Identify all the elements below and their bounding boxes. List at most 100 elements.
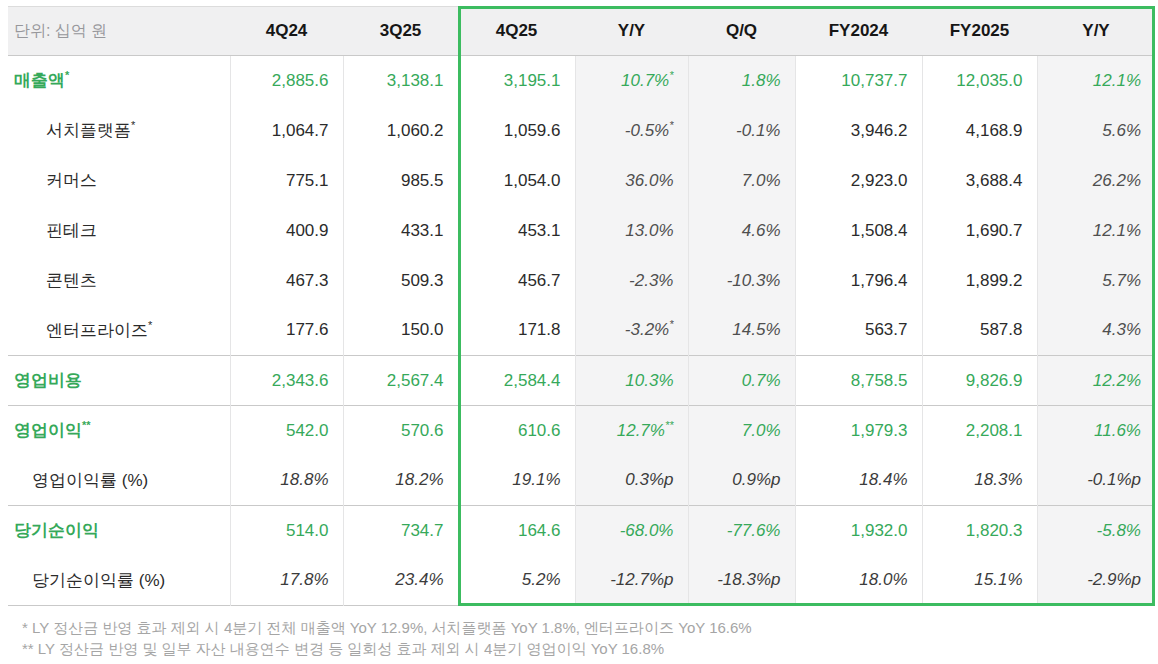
data-cell: 0.7% xyxy=(688,356,795,406)
asterisk-marker: * xyxy=(669,69,673,81)
data-cell: 5.7% xyxy=(1037,256,1155,306)
unit-label: 단위: 십억 원 xyxy=(8,7,230,56)
row-label: 커머스 xyxy=(8,156,230,206)
data-cell: 18.2% xyxy=(343,456,458,506)
row-label: 콘텐츠 xyxy=(8,256,230,306)
data-cell: 0.3%p xyxy=(575,456,688,506)
row-label: 당기순이익률 (%) xyxy=(8,556,230,606)
data-cell: 2,923.0 xyxy=(795,156,922,206)
data-cell: 433.1 xyxy=(343,206,458,256)
row-label: 영업비용 xyxy=(8,356,230,406)
data-cell: 7.0% xyxy=(688,406,795,456)
data-cell: 10.7%* xyxy=(575,56,688,106)
data-cell: 36.0% xyxy=(575,156,688,206)
data-cell: 3,195.1 xyxy=(458,56,575,106)
table-row: 커머스775.1985.51,054.036.0%7.0%2,923.03,68… xyxy=(8,156,1155,206)
footnote-line-1: * LY 정산금 반영 효과 제외 시 4분기 전체 매출액 YoY 12.9%… xyxy=(22,617,1155,638)
data-cell: 1,899.2 xyxy=(922,256,1037,306)
data-cell: 1,820.3 xyxy=(922,506,1037,556)
data-cell: 9,826.9 xyxy=(922,356,1037,406)
data-cell: 3,688.4 xyxy=(922,156,1037,206)
column-header-4: Q/Q xyxy=(688,7,795,56)
data-cell: 15.1% xyxy=(922,556,1037,606)
data-cell: 8,758.5 xyxy=(795,356,922,406)
data-cell: 14.5% xyxy=(688,306,795,356)
data-cell: 4.3% xyxy=(1037,306,1155,356)
asterisk-marker: ** xyxy=(82,420,91,432)
table-row: 당기순이익514.0734.7164.6-68.0%-77.6%1,932.01… xyxy=(8,506,1155,556)
data-cell: 587.8 xyxy=(922,306,1037,356)
column-header-7: Y/Y xyxy=(1037,7,1155,56)
header-row: 단위: 십억 원4Q243Q254Q25Y/YQ/QFY2024FY2025Y/… xyxy=(8,7,1155,56)
data-cell: 1,508.4 xyxy=(795,206,922,256)
table-body: 매출액*2,885.63,138.13,195.110.7%*1.8%10,73… xyxy=(8,56,1155,606)
data-cell: 3,138.1 xyxy=(343,56,458,106)
data-cell: 7.0% xyxy=(688,156,795,206)
data-cell: -0.5%* xyxy=(575,106,688,156)
asterisk-marker: * xyxy=(148,319,152,331)
data-cell: 164.6 xyxy=(458,506,575,556)
data-cell: -2.9%p xyxy=(1037,556,1155,606)
row-label: 당기순이익 xyxy=(8,506,230,556)
column-header-1: 3Q25 xyxy=(343,7,458,56)
data-cell: 171.8 xyxy=(458,306,575,356)
data-cell: -3.2%* xyxy=(575,306,688,356)
data-cell: 734.7 xyxy=(343,506,458,556)
data-cell: 400.9 xyxy=(230,206,343,256)
data-cell: 2,343.6 xyxy=(230,356,343,406)
data-cell: 19.1% xyxy=(458,456,575,506)
column-header-5: FY2024 xyxy=(795,7,922,56)
data-cell: 12.1% xyxy=(1037,206,1155,256)
data-cell: -2.3% xyxy=(575,256,688,306)
row-label: 영업이익률 (%) xyxy=(8,456,230,506)
column-header-3: Y/Y xyxy=(575,7,688,56)
data-cell: 3,946.2 xyxy=(795,106,922,156)
data-cell: 2,885.6 xyxy=(230,56,343,106)
data-cell: 13.0% xyxy=(575,206,688,256)
data-cell: 18.0% xyxy=(795,556,922,606)
data-cell: 18.3% xyxy=(922,456,1037,506)
data-cell: -12.7%p xyxy=(575,556,688,606)
data-cell: 10.3% xyxy=(575,356,688,406)
table-row: 핀테크400.9433.1453.113.0%4.6%1,508.41,690.… xyxy=(8,206,1155,256)
data-cell: 10,737.7 xyxy=(795,56,922,106)
data-cell: 1,979.3 xyxy=(795,406,922,456)
table-row: 영업비용2,343.62,567.42,584.410.3%0.7%8,758.… xyxy=(8,356,1155,406)
data-cell: -5.8% xyxy=(1037,506,1155,556)
data-cell: 2,208.1 xyxy=(922,406,1037,456)
data-cell: 177.6 xyxy=(230,306,343,356)
data-cell: 150.0 xyxy=(343,306,458,356)
data-cell: 1,060.2 xyxy=(343,106,458,156)
data-cell: 509.3 xyxy=(343,256,458,306)
asterisk-marker: * xyxy=(131,119,135,131)
footnote-line-2: ** LY 정산금 반영 및 일부 자산 내용연수 변경 등 일회성 효과 제외… xyxy=(22,638,1155,659)
data-cell: 1.8% xyxy=(688,56,795,106)
data-cell: 4.6% xyxy=(688,206,795,256)
asterisk-marker: * xyxy=(669,319,673,331)
table-row: 영업이익률 (%)18.8%18.2%19.1%0.3%p0.9%p18.4%1… xyxy=(8,456,1155,506)
data-cell: 0.9%p xyxy=(688,456,795,506)
data-cell: -0.1% xyxy=(688,106,795,156)
earnings-table: 단위: 십억 원4Q243Q254Q25Y/YQ/QFY2024FY2025Y/… xyxy=(8,6,1155,606)
data-cell: 570.6 xyxy=(343,406,458,456)
data-cell: 12,035.0 xyxy=(922,56,1037,106)
data-cell: 18.8% xyxy=(230,456,343,506)
asterisk-marker: * xyxy=(669,119,673,131)
data-cell: 4,168.9 xyxy=(922,106,1037,156)
column-header-0: 4Q24 xyxy=(230,7,343,56)
data-cell: -10.3% xyxy=(688,256,795,306)
data-cell: 23.4% xyxy=(343,556,458,606)
data-cell: 1,796.4 xyxy=(795,256,922,306)
column-header-6: FY2025 xyxy=(922,7,1037,56)
row-label: 매출액* xyxy=(8,56,230,106)
data-cell: 2,567.4 xyxy=(343,356,458,406)
data-cell: 453.1 xyxy=(458,206,575,256)
asterisk-marker: ** xyxy=(665,419,674,431)
table-row: 당기순이익률 (%)17.8%23.4%5.2%-12.7%p-18.3%p18… xyxy=(8,556,1155,606)
data-cell: 985.5 xyxy=(343,156,458,206)
table-row: 서치플랫폼*1,064.71,060.21,059.6-0.5%*-0.1%3,… xyxy=(8,106,1155,156)
data-cell: 456.7 xyxy=(458,256,575,306)
data-cell: 12.7%** xyxy=(575,406,688,456)
data-cell: 610.6 xyxy=(458,406,575,456)
column-header-2: 4Q25 xyxy=(458,7,575,56)
